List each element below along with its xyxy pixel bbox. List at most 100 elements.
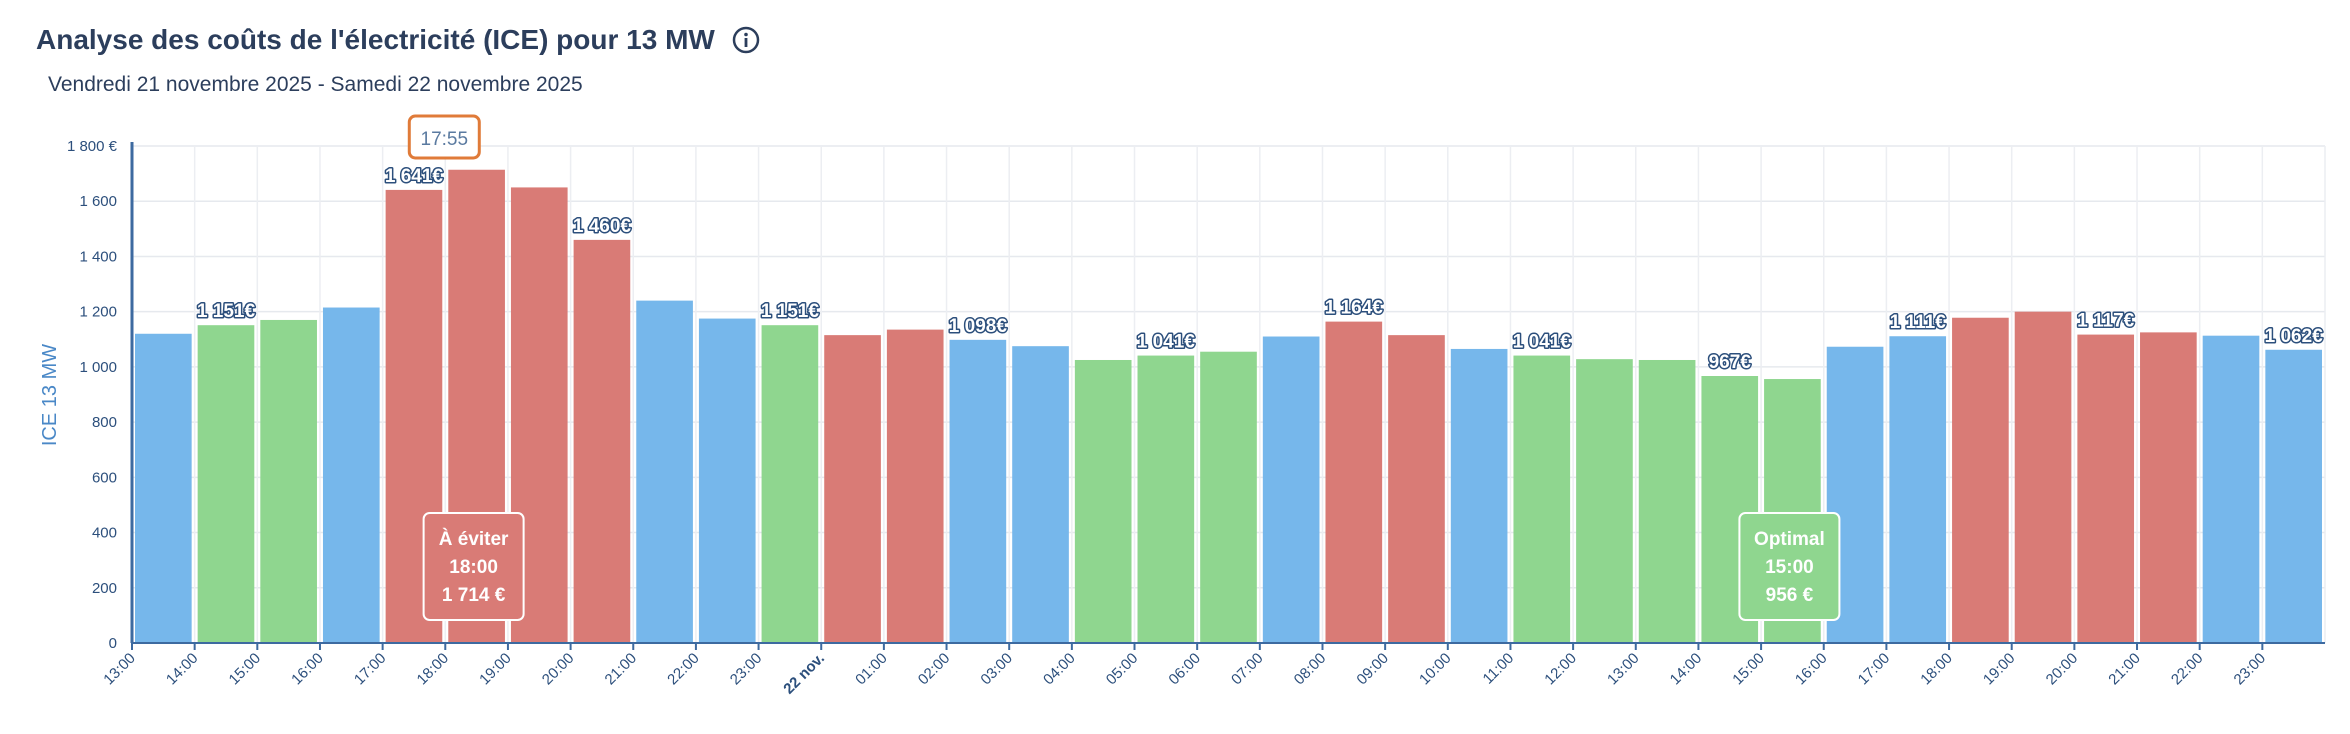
x-tick-label: 18:00 — [414, 650, 453, 689]
x-tick-label: 15:00 — [226, 650, 265, 689]
bar[interactable] — [2202, 335, 2260, 643]
data-label: 1 041€ — [1137, 332, 1196, 353]
cursor-label-text: 17:55 — [421, 129, 469, 150]
x-tick-label: 17:00 — [1855, 650, 1894, 689]
x-tick-label: 14:00 — [163, 650, 202, 689]
date-range-subtitle: Vendredi 21 novembre 2025 - Samedi 22 no… — [48, 73, 583, 96]
x-tick-label: 14:00 — [1667, 650, 1706, 689]
callout-box — [422, 512, 525, 621]
data-label: 1 151€ — [761, 301, 820, 322]
data-label: 1 460€ — [573, 216, 632, 237]
bar[interactable] — [1638, 359, 1696, 643]
data-label: 1 062€ — [2265, 326, 2324, 347]
x-tick-label: 16:00 — [1792, 650, 1831, 689]
data-label: 1 111€ — [1890, 312, 1946, 333]
bar[interactable] — [761, 325, 819, 643]
x-tick-label: 20:00 — [2043, 650, 2082, 689]
data-label: 1 164€ — [1325, 298, 1384, 319]
y-tick-label: 1 400 — [79, 248, 117, 265]
callout-line: 15:00 — [1765, 557, 1814, 578]
bar[interactable] — [636, 300, 693, 643]
x-tick-label: 22:00 — [664, 650, 703, 689]
callout-line: 956 € — [1766, 585, 1814, 606]
optimal-callout: Optimal 15:00 956 € — [1738, 512, 1841, 621]
cursor-time-label: 17:55 — [407, 114, 481, 160]
bar[interactable] — [197, 325, 255, 643]
data-label: 1 151€ — [197, 301, 256, 322]
x-tick-label: 13:00 — [1604, 650, 1643, 689]
x-tick-label: 22:00 — [2168, 650, 2207, 689]
callout-line: 1 714 € — [442, 585, 506, 606]
bar[interactable] — [135, 333, 192, 643]
page-title: Analyse des coûts de l'électricité (ICE)… — [36, 24, 715, 55]
bar[interactable] — [2265, 349, 2322, 643]
x-tick-label: 20:00 — [539, 650, 578, 689]
callout-box — [1738, 512, 1841, 621]
data-label: 1 041€ — [1513, 332, 1572, 353]
bar[interactable] — [1137, 355, 1195, 643]
bar[interactable] — [260, 319, 317, 643]
callout-line: À éviter — [439, 528, 509, 550]
y-tick-label: 1 200 — [79, 304, 117, 321]
info-icon[interactable] — [731, 25, 761, 55]
x-tick-label: 05:00 — [1103, 650, 1142, 689]
y-axis-label: ICE 13 MW — [39, 344, 61, 446]
bar[interactable] — [698, 318, 756, 643]
bar[interactable] — [1889, 336, 1947, 643]
bar[interactable] — [1325, 321, 1383, 643]
bar[interactable] — [1074, 359, 1132, 643]
bar[interactable] — [824, 335, 881, 643]
x-tick-label: 10:00 — [1416, 650, 1455, 689]
bar[interactable] — [2077, 334, 2135, 643]
bar[interactable] — [1012, 346, 1069, 643]
x-tick-label: 11:00 — [1479, 650, 1517, 688]
x-tick-label: 19:00 — [476, 650, 515, 689]
x-tick-label: 15:00 — [1729, 650, 1768, 689]
x-tick-label: 02:00 — [915, 650, 954, 689]
data-label: 1 117€ — [2077, 311, 2134, 332]
y-tick-label: 600 — [92, 469, 117, 486]
bar[interactable] — [1513, 355, 1571, 643]
x-tick-label: 12:00 — [1541, 650, 1580, 689]
x-tick-label: 09:00 — [1353, 650, 1392, 689]
avoid-callout: À éviter 18:00 1 714 € — [422, 512, 525, 621]
x-tick-label: 21:00 — [602, 650, 641, 689]
x-tick-label: 21:00 — [2105, 650, 2144, 689]
bar[interactable] — [949, 339, 1007, 643]
x-tick-label: 08:00 — [1291, 650, 1330, 689]
x-tick-label: 07:00 — [1228, 650, 1267, 689]
data-label: 967€ — [1709, 352, 1752, 373]
bar[interactable] — [1952, 317, 2009, 643]
bar[interactable] — [2014, 311, 2072, 643]
bar[interactable] — [322, 307, 380, 643]
x-tick-label: 17:00 — [351, 650, 390, 689]
x-tick-label: 19:00 — [1980, 650, 2019, 689]
x-tick-label: 23:00 — [727, 650, 766, 689]
x-tick-label: 22 nov. — [780, 650, 828, 698]
x-tick-label: 04:00 — [1040, 650, 1079, 689]
x-tick-label: 13:00 — [100, 650, 139, 689]
y-tick-label: 800 — [92, 414, 117, 431]
bar[interactable] — [1200, 351, 1257, 643]
bar[interactable] — [1450, 348, 1508, 643]
data-label: 1 098€ — [949, 316, 1008, 337]
bar[interactable] — [2140, 332, 2197, 643]
bar[interactable] — [1388, 335, 1445, 643]
y-tick-label: 1 800 € — [67, 138, 118, 155]
bar[interactable] — [573, 239, 631, 643]
bar[interactable] — [1576, 359, 1633, 643]
bar[interactable] — [886, 329, 944, 643]
y-tick-label: 1 600 — [79, 193, 117, 210]
y-tick-label: 1 000 — [79, 359, 117, 376]
x-tick-label: 01:00 — [852, 650, 891, 689]
y-tick-label: 0 — [109, 635, 117, 652]
x-tick-label: 23:00 — [2231, 650, 2270, 689]
y-tick-label: 400 — [92, 525, 117, 542]
data-label: 1 641€ — [385, 166, 444, 187]
x-tick-label: 03:00 — [977, 650, 1016, 689]
callout-line: 18:00 — [449, 557, 498, 578]
bar[interactable] — [1262, 336, 1320, 643]
cursor-label-box — [407, 114, 481, 160]
x-tick-label: 16:00 — [288, 650, 327, 689]
